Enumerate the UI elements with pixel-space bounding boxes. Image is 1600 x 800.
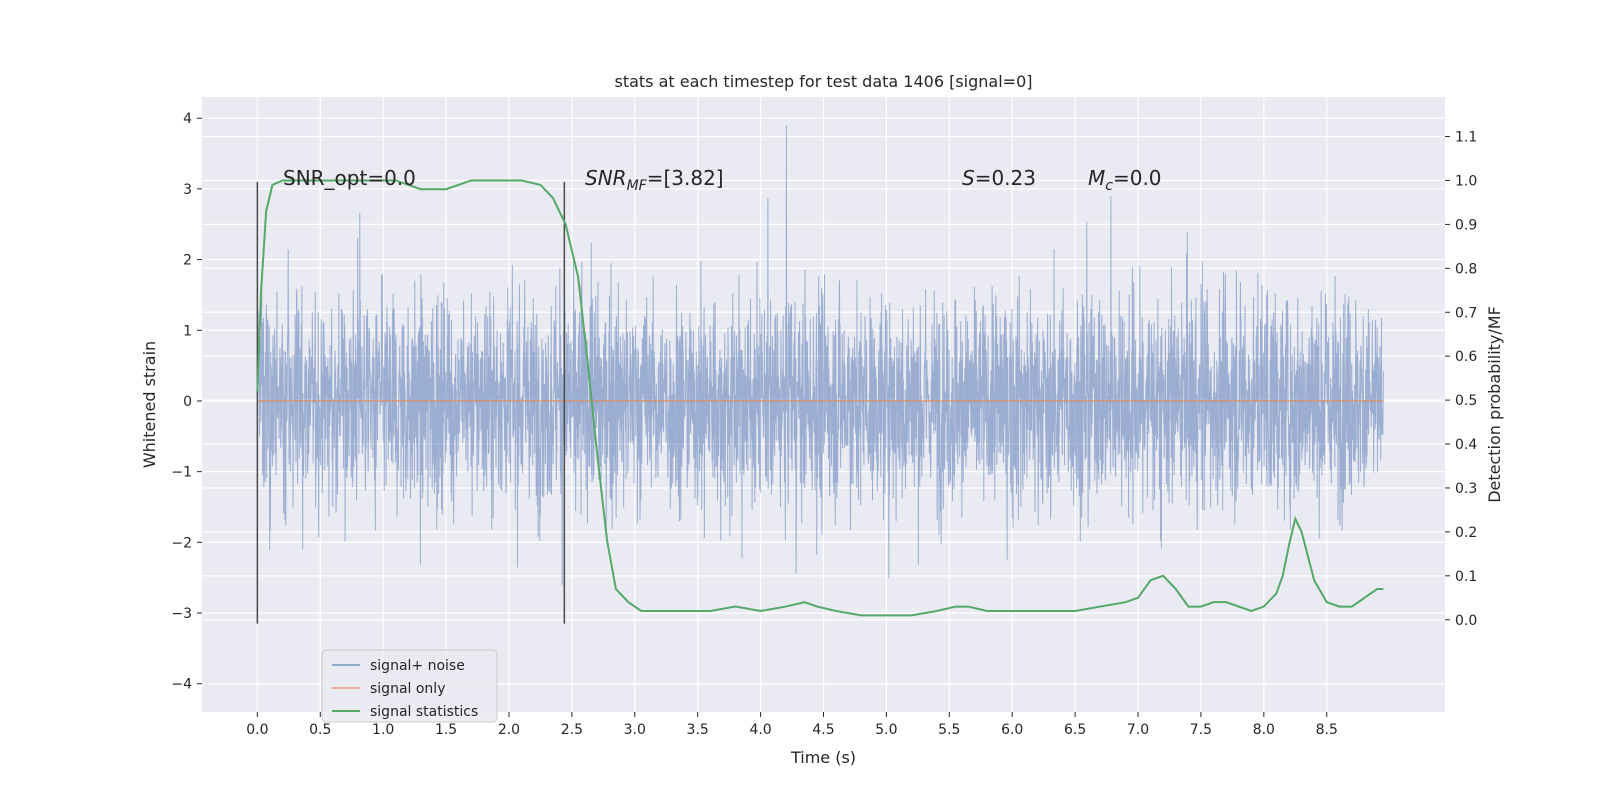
annotation-snr-mf-sub: MF xyxy=(627,178,648,194)
x-tick-label: 3.0 xyxy=(624,722,646,738)
y-tick-label: 4 xyxy=(183,111,192,127)
y-tick-label: −3 xyxy=(171,606,192,622)
y2-tick-label: 0.7 xyxy=(1455,305,1477,321)
annotation-s-main: S xyxy=(962,166,975,190)
y-tick-label: −2 xyxy=(171,535,192,551)
y2-tick-label: 0.0 xyxy=(1455,613,1477,629)
y-tick-label: −4 xyxy=(171,677,192,693)
legend-box xyxy=(321,649,498,723)
x-tick-label: 3.5 xyxy=(687,722,709,738)
signal-statistics-line xyxy=(256,179,1384,617)
x-tick-label: 2.0 xyxy=(498,722,520,738)
annotation-snr-mf-main: SNR xyxy=(585,166,627,190)
x-tick-label: 4.5 xyxy=(812,722,834,738)
x-tick-label: 7.5 xyxy=(1190,722,1212,738)
y2-tick-label: 1.0 xyxy=(1455,173,1477,189)
x-tick-label: 8.5 xyxy=(1316,722,1338,738)
y2-tick-label: 0.5 xyxy=(1455,393,1477,409)
y2-tick-label: 0.1 xyxy=(1455,569,1477,585)
y2-tick-label: 0.9 xyxy=(1455,217,1477,233)
x-tick-label: 5.0 xyxy=(875,722,897,738)
x-tick-label: 6.5 xyxy=(1064,722,1086,738)
x-tick-label: 4.0 xyxy=(749,722,771,738)
annotation-s: S=0.23 xyxy=(962,166,1036,190)
y2-tick-label: 0.3 xyxy=(1455,481,1477,497)
signal-noise-line xyxy=(256,125,1384,585)
legend-label-signal-statistics: signal statistics xyxy=(370,704,478,720)
y-tick-label: 0 xyxy=(183,394,192,410)
signal-statistics-series xyxy=(256,179,1384,617)
annotation-mc-sub: c xyxy=(1105,178,1113,194)
annotation-snr-opt: SNR_opt=0.0 xyxy=(283,166,416,190)
chart-legend: signal+ noise signal only signal statist… xyxy=(321,649,498,723)
chart-title: stats at each timestep for test data 140… xyxy=(614,72,1032,91)
x-tick-label: 7.0 xyxy=(1127,722,1149,738)
y-tick-label: 1 xyxy=(183,323,192,339)
annotation-mc-value: =0.0 xyxy=(1113,166,1162,190)
x-tick-label: 6.0 xyxy=(1001,722,1023,738)
y2-tick-label: 0.8 xyxy=(1455,261,1477,277)
x-tick-label: 0.5 xyxy=(309,722,331,738)
x-tick-label: 5.5 xyxy=(938,722,960,738)
y-axis-label: Whitened strain xyxy=(140,341,159,468)
axis-ticks: 0.0 0.5 1.0 1.5 2.0 2.5 3.0 3.5 4.0 4.5 5.0 5.5 6.0 6… xyxy=(171,111,1477,738)
annotation-mc-main: M xyxy=(1088,166,1105,190)
x-tick-label: 2.5 xyxy=(561,722,583,738)
y2-tick-label: 0.4 xyxy=(1455,437,1477,453)
x-axis-label: Time (s) xyxy=(790,748,856,767)
x-tick-label: 8.0 xyxy=(1253,722,1275,738)
y-tick-label: 2 xyxy=(183,253,192,269)
signal-noise-series xyxy=(256,125,1384,585)
legend-label-signal-noise: signal+ noise xyxy=(370,658,465,674)
x-tick-label: 0.0 xyxy=(246,722,268,738)
y2-axis-label: Detection probability/MF xyxy=(1485,306,1504,503)
legend-label-signal-only: signal only xyxy=(370,681,445,697)
y-tick-label: 3 xyxy=(183,182,192,198)
y2-tick-label: 0.2 xyxy=(1455,525,1477,541)
x-tick-label: 1.0 xyxy=(372,722,394,738)
annotation-mc: Mc=0.0 xyxy=(1088,166,1162,194)
y2-tick-label: 1.1 xyxy=(1455,130,1477,146)
x-tick-label: 1.5 xyxy=(435,722,457,738)
y2-tick-label: 0.6 xyxy=(1455,349,1477,365)
y-tick-label: −1 xyxy=(171,465,192,481)
annotation-snr-mf-value: =[3.82] xyxy=(647,166,724,190)
vertical-markers xyxy=(256,181,566,624)
annotation-s-value: =0.23 xyxy=(975,166,1036,190)
annotation-snr-mf: SNRMF=[3.82] xyxy=(585,166,724,194)
